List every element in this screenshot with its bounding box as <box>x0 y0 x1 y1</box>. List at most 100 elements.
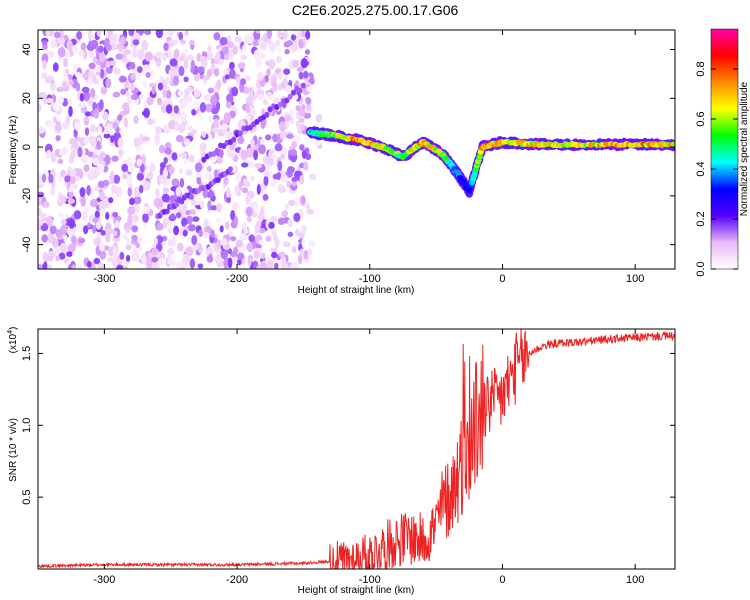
noise-mark <box>292 30 301 36</box>
noise-mark <box>280 173 288 184</box>
noise-mark <box>105 211 110 220</box>
noise-mark <box>52 116 58 123</box>
noise-mark <box>119 75 127 83</box>
noise-mark <box>292 59 300 68</box>
noise-mark <box>68 189 74 199</box>
noise-mark <box>282 241 291 248</box>
noise-mark <box>61 81 67 89</box>
noise-mark <box>68 80 74 86</box>
noise-mark <box>109 33 118 42</box>
noise-mark <box>71 44 79 54</box>
noise-mark <box>62 146 69 156</box>
noise-mark <box>258 37 265 46</box>
noise-mark <box>207 87 215 94</box>
rising-track-upper-mark <box>211 150 217 157</box>
noise-mark <box>130 93 139 101</box>
noise-mark <box>83 91 91 102</box>
noise-mark <box>100 86 108 95</box>
noise-mark <box>80 156 89 163</box>
noise-mark <box>241 222 248 230</box>
noise-mark <box>301 30 306 38</box>
noise-mark <box>145 72 151 78</box>
noise-mark <box>64 51 71 58</box>
noise-mark <box>278 71 283 80</box>
noise-mark <box>314 140 322 147</box>
rising-track-upper-mark <box>297 87 303 94</box>
rising-track-upper-mark <box>300 82 306 89</box>
noise-mark <box>287 219 292 227</box>
noise-mark <box>216 202 222 213</box>
noise-mark <box>190 66 195 74</box>
noise-mark <box>105 60 111 68</box>
noise-mark <box>234 36 242 43</box>
noise-mark <box>294 197 300 208</box>
noise-mark <box>178 123 186 133</box>
noise-mark <box>74 122 81 131</box>
noise-mark <box>223 176 229 186</box>
noise-mark <box>112 121 118 130</box>
noise-mark <box>39 212 47 219</box>
noise-mark <box>119 251 125 260</box>
noise-mark <box>221 123 229 130</box>
noise-mark <box>246 242 253 253</box>
noise-mark <box>127 155 132 167</box>
noise-mark <box>149 69 155 77</box>
noise-mark <box>162 218 168 230</box>
noise-mark <box>290 34 297 41</box>
noise-mark <box>78 50 85 57</box>
noise-mark <box>272 133 278 143</box>
noise-mark <box>270 247 278 253</box>
noise-mark <box>189 258 196 269</box>
noise-mark <box>97 180 105 188</box>
noise-mark <box>133 186 141 198</box>
noise-mark <box>167 49 172 61</box>
noise-mark <box>193 88 201 98</box>
noise-mark <box>94 65 101 73</box>
noise-mark <box>186 215 193 225</box>
noise-mark <box>127 187 133 197</box>
noise-mark <box>267 159 275 166</box>
noise-mark <box>186 54 195 61</box>
noise-mark <box>141 110 150 117</box>
noise-mark <box>187 125 193 132</box>
noise-mark <box>123 49 132 55</box>
noise-mark <box>79 92 85 102</box>
noise-mark <box>284 85 293 93</box>
noise-mark <box>63 234 68 243</box>
noise-mark <box>225 220 230 231</box>
noise-mark <box>227 257 233 269</box>
noise-mark <box>162 54 168 61</box>
noise-mark <box>162 187 170 194</box>
noise-mark <box>281 256 287 267</box>
snr-y-label: SNR (10 * v/v) <box>8 418 19 482</box>
noise-mark <box>201 131 207 138</box>
noise-mark <box>277 160 283 172</box>
noise-mark <box>138 93 145 100</box>
noise-mark <box>186 95 193 103</box>
noise-mark <box>49 225 57 235</box>
noise-mark <box>100 230 106 236</box>
noise-mark <box>204 170 210 180</box>
noise-mark <box>92 217 99 224</box>
y-tick-label: 1.5 <box>21 346 33 361</box>
colorbar-tick-label: 0.6 <box>695 111 707 126</box>
noise-mark <box>117 137 124 148</box>
noise-mark <box>42 200 50 209</box>
noise-mark <box>57 175 64 183</box>
noise-mark <box>95 148 101 156</box>
noise-mark <box>257 72 264 81</box>
noise-mark <box>90 88 96 99</box>
noise-mark <box>89 198 98 208</box>
noise-mark <box>303 250 308 260</box>
noise-mark <box>315 113 323 123</box>
noise-mark <box>217 156 223 165</box>
noise-mark <box>99 52 106 63</box>
spectrogram-y-ticks: -40 -20 0 20 40 <box>21 43 675 253</box>
noise-mark <box>274 143 283 152</box>
noise-mark <box>236 252 245 260</box>
rising-track-upper-mark <box>237 130 243 137</box>
rising-track-upper-mark <box>264 111 270 118</box>
noise-mark <box>41 173 47 183</box>
noise-mark <box>67 243 76 253</box>
noise-mark <box>274 262 279 269</box>
